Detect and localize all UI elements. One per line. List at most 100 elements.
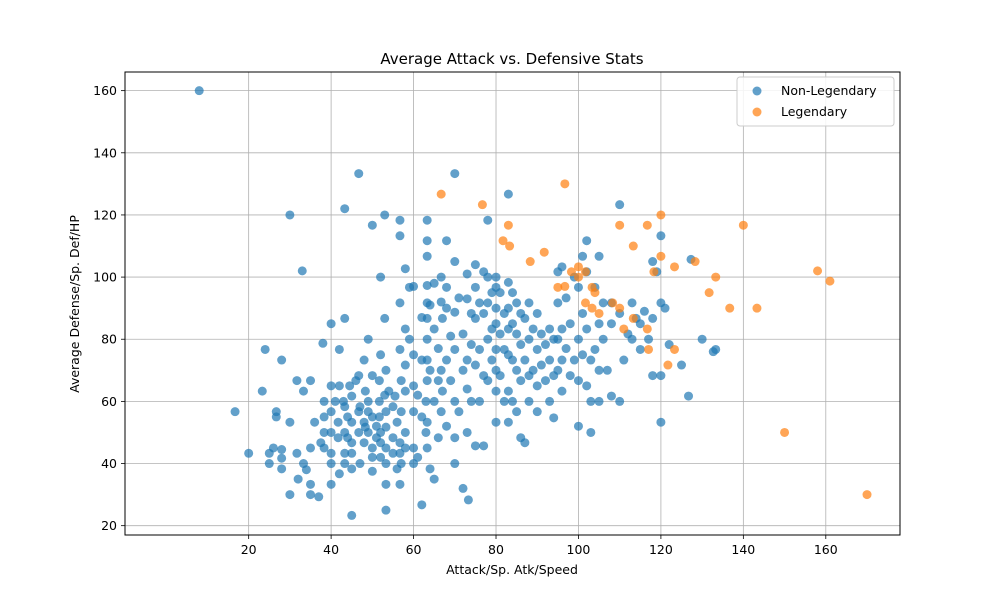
point-non-legendary [450,257,460,267]
point-non-legendary [648,257,658,267]
point-non-legendary [381,443,391,453]
y-tick-label: 100 [93,270,117,285]
point-legendary [656,210,666,220]
point-non-legendary [578,251,588,261]
point-non-legendary [395,298,405,308]
point-non-legendary [516,340,526,350]
y-tick-label: 120 [93,207,117,222]
point-non-legendary [503,303,513,313]
point-non-legendary [598,298,608,308]
point-non-legendary [319,396,329,406]
point-non-legendary [475,344,485,354]
point-non-legendary [520,313,530,323]
point-legendary [587,303,597,313]
point-non-legendary [516,376,526,386]
point-non-legendary [557,386,567,396]
point-non-legendary [340,459,350,469]
y-tick-label: 40 [101,456,117,471]
point-non-legendary [409,350,419,360]
point-non-legendary [347,417,357,427]
point-non-legendary [326,381,336,391]
point-non-legendary [194,86,204,96]
point-non-legendary [326,459,336,469]
point-non-legendary [491,319,501,329]
point-non-legendary [540,340,550,350]
point-non-legendary [479,308,489,318]
point-non-legendary [347,391,357,401]
point-non-legendary [520,438,530,448]
point-legendary [704,288,714,298]
point-non-legendary [354,427,364,437]
point-non-legendary [512,365,522,375]
point-non-legendary [565,319,575,329]
point-non-legendary [491,417,501,427]
point-non-legendary [442,355,452,365]
point-non-legendary [573,334,583,344]
point-non-legendary [495,288,505,298]
chart-title: Average Attack vs. Defensive Stats [380,50,643,68]
point-non-legendary [388,448,398,458]
point-non-legendary [400,443,410,453]
point-non-legendary [395,479,405,489]
point-non-legendary [656,371,666,381]
point-non-legendary [627,298,637,308]
point-non-legendary [532,381,542,391]
point-non-legendary [458,483,468,493]
point-non-legendary [483,298,493,308]
point-non-legendary [347,438,357,448]
point-non-legendary [606,391,616,401]
point-non-legendary [442,303,452,313]
point-non-legendary [466,340,476,350]
point-legendary [573,272,583,282]
point-non-legendary [458,365,468,375]
point-non-legendary [470,441,480,451]
point-non-legendary [578,308,588,318]
point-non-legendary [319,427,329,437]
point-non-legendary [470,260,480,270]
point-non-legendary [277,453,287,463]
plot-area [124,71,901,536]
point-non-legendary [483,334,493,344]
point-non-legendary [376,272,386,282]
point-non-legendary [301,465,311,475]
point-non-legendary [367,371,377,381]
point-non-legendary [268,443,278,453]
point-non-legendary [470,360,480,370]
point-non-legendary [277,445,287,455]
point-legendary [644,344,654,354]
point-non-legendary [381,479,391,489]
point-legendary [738,220,748,230]
point-non-legendary [354,169,364,179]
point-non-legendary [390,391,400,401]
point-non-legendary [396,407,406,417]
point-non-legendary [491,272,501,282]
data-points [194,86,872,520]
point-non-legendary [462,355,472,365]
point-non-legendary [277,355,287,365]
point-non-legendary [388,402,398,412]
point-non-legendary [260,344,270,354]
point-non-legendary [264,459,274,469]
point-non-legendary [429,278,439,288]
point-non-legendary [606,319,616,329]
point-non-legendary [381,459,391,469]
point-legendary [780,427,790,437]
point-non-legendary [594,396,604,406]
legend-box [736,76,895,127]
point-non-legendary [553,365,563,375]
point-non-legendary [545,396,555,406]
point-non-legendary [363,334,373,344]
point-non-legendary [422,443,432,453]
point-legendary [642,220,652,230]
point-non-legendary [425,365,435,375]
point-non-legendary [532,344,542,354]
point-non-legendary [293,474,303,484]
x-axis-label: Attack/Sp. Atk/Speed [446,562,578,577]
point-legendary [566,267,576,277]
point-non-legendary [409,281,419,291]
point-non-legendary [355,402,365,412]
point-non-legendary [475,298,485,308]
y-tick-label: 20 [101,518,117,533]
point-non-legendary [463,495,473,505]
